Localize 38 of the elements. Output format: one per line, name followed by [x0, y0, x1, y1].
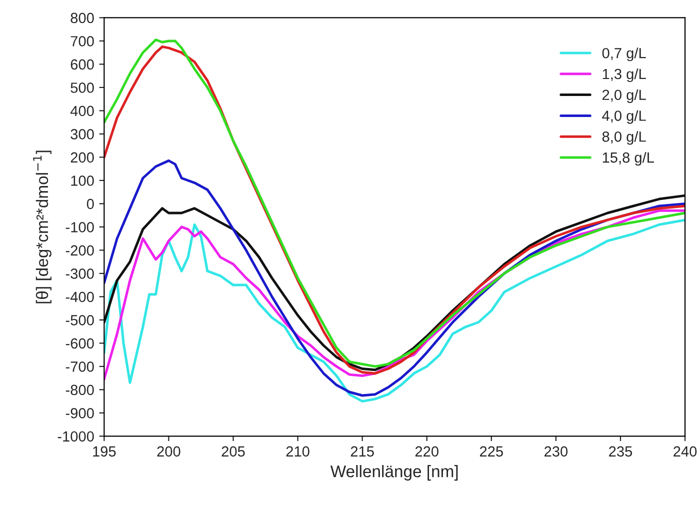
- y-tick-label: 500: [70, 82, 94, 93]
- y-tick-label: -300: [66, 268, 94, 279]
- legend-label: 2,0 g/L: [602, 89, 646, 103]
- x-tick-label: 230: [544, 446, 568, 457]
- x-tick-label: 225: [480, 446, 503, 457]
- x-tick-label: 220: [415, 446, 438, 457]
- y-tick-label: 800: [70, 12, 94, 24]
- y-tick-label: -500: [66, 315, 94, 326]
- y-tick-label: -200: [66, 245, 94, 256]
- y-tick-label: 0: [86, 198, 94, 210]
- y-tick-label: -700: [66, 362, 94, 372]
- y-tick-label: -1000: [58, 431, 94, 442]
- legend-label: 4,0 g/L: [602, 110, 646, 124]
- line-series: [104, 218, 686, 403]
- x-tick-label: 235: [609, 446, 632, 457]
- y-tick-label: 300: [70, 129, 94, 140]
- y-tick-label: -900: [66, 408, 94, 418]
- x-axis-title: Wellenlänge [nm]: [330, 465, 458, 481]
- y-tick-label: -800: [66, 384, 94, 396]
- x-tick-label: 210: [286, 446, 310, 457]
- y-tick-label: 200: [70, 152, 94, 163]
- y-tick-label: -100: [66, 222, 94, 232]
- x-tick-label: 240: [674, 446, 697, 457]
- y-tick-label: -400: [66, 292, 94, 302]
- legend-label: 8,0 g/L: [602, 131, 646, 145]
- x-tick-label: 195: [93, 446, 116, 457]
- x-tick-label: 205: [222, 446, 245, 457]
- y-axis-title: [θ] [deg*cm²*dmol$^{−1}$]: [33, 150, 52, 304]
- x-tick-label: 215: [350, 446, 374, 457]
- y-tick-label: 600: [70, 59, 94, 70]
- legend-label: 15,8 g/L: [602, 152, 654, 166]
- y-tick-label: 100: [71, 176, 94, 186]
- legend-label: 1,3 g/L: [602, 68, 646, 82]
- legend-label: 0,7 g/L: [602, 48, 646, 62]
- x-tick-label: 200: [157, 446, 180, 457]
- y-tick-label: -600: [66, 338, 94, 349]
- y-tick-label: 400: [70, 106, 94, 116]
- y-tick-label: 700: [70, 36, 94, 46]
